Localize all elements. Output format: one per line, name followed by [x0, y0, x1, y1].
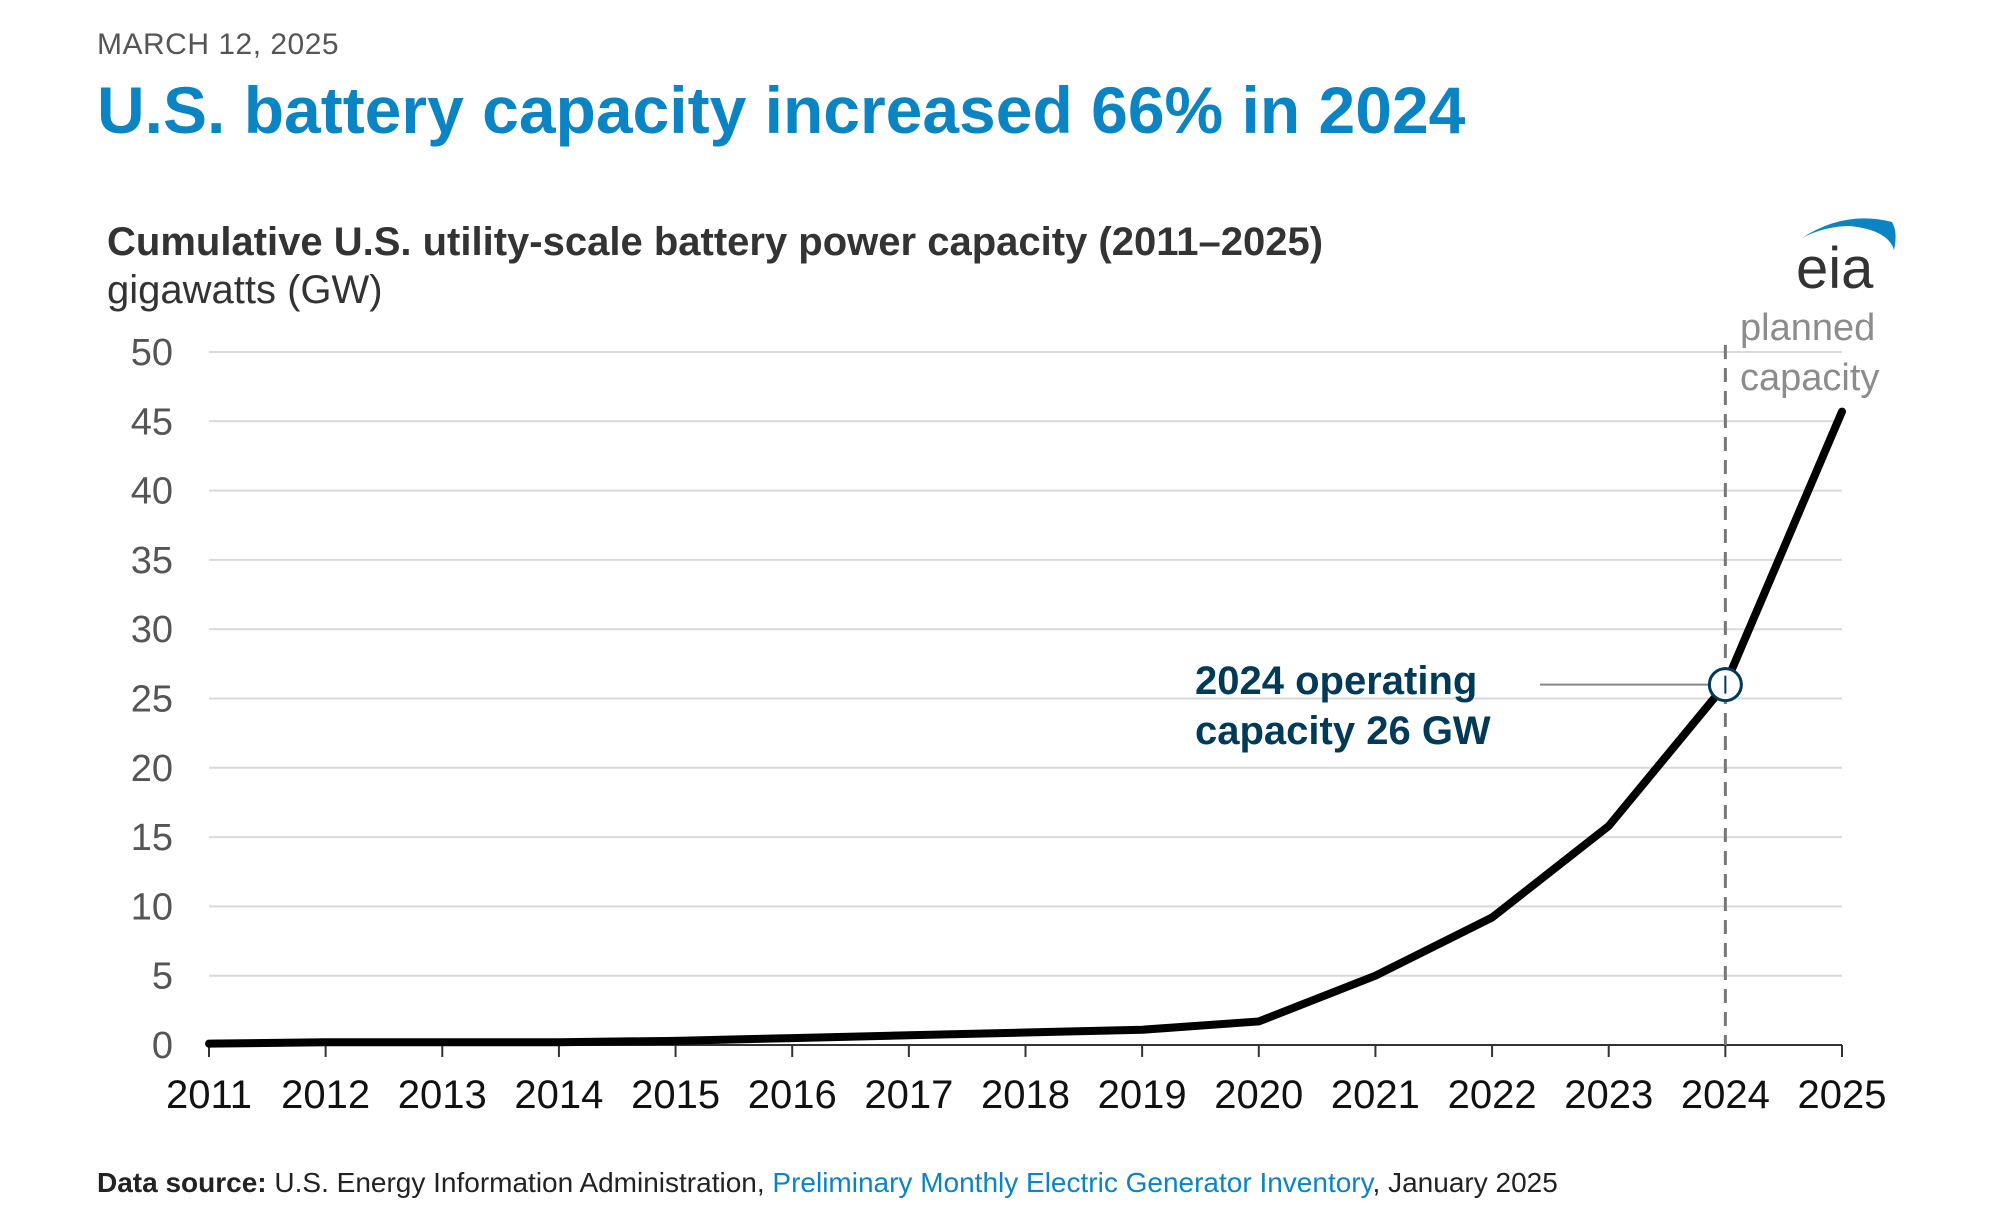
y-tick-label: 5: [152, 956, 173, 998]
x-tick-label: 2018: [981, 1073, 1070, 1117]
data-point: [1489, 914, 1496, 921]
data-point: [206, 1040, 212, 1047]
x-tick-label: 2014: [514, 1073, 603, 1117]
y-tick-label: 40: [131, 471, 173, 513]
page-title: U.S. battery capacity increased 66% in 2…: [97, 73, 1466, 147]
data-point: [1255, 1018, 1262, 1025]
y-tick-label: 25: [131, 679, 173, 721]
logo-text: eia: [1796, 236, 1874, 292]
y-tick-label: 50: [131, 332, 173, 374]
data-point: [1372, 972, 1379, 979]
x-tick-label: 2016: [748, 1073, 837, 1117]
planned-label: capacity: [1740, 357, 1879, 399]
x-tick-label: 2023: [1564, 1073, 1653, 1117]
x-tick-label: 2025: [1798, 1073, 1887, 1117]
x-tick-label: 2024: [1681, 1073, 1770, 1117]
x-tick-label: 2019: [1098, 1073, 1187, 1117]
data-point: [1139, 1026, 1146, 1033]
eia-logo-icon: eia: [1796, 218, 1896, 292]
data-point: [789, 1035, 796, 1042]
y-axis-unit-label: gigawatts (GW): [107, 268, 383, 312]
x-tick-label: 2012: [281, 1073, 370, 1117]
source-link[interactable]: Preliminary Monthly Electric Generator I…: [772, 1167, 1373, 1198]
x-tick-label: 2020: [1214, 1073, 1303, 1117]
data-point: [555, 1039, 562, 1046]
y-tick-label: 20: [131, 748, 173, 790]
y-tick-label: 0: [152, 1025, 173, 1067]
data-point: [905, 1032, 912, 1039]
y-tick-label: 35: [131, 540, 173, 582]
data-source-note: Data source: U.S. Energy Information Adm…: [97, 1167, 1558, 1199]
data-point: [1605, 823, 1612, 830]
x-tick-label: 2017: [864, 1073, 953, 1117]
annotation-label: 2024 operating: [1195, 659, 1477, 703]
annotation-label: capacity 26 GW: [1195, 709, 1491, 753]
y-tick-label: 15: [131, 817, 173, 859]
x-tick-label: 2022: [1448, 1073, 1537, 1117]
x-tick-label: 2015: [631, 1073, 720, 1117]
source-date: , January 2025: [1372, 1167, 1558, 1198]
y-tick-label: 10: [131, 886, 173, 928]
data-point: [322, 1039, 329, 1046]
series-line: [205, 407, 1846, 1048]
data-point: [1839, 408, 1845, 415]
data-point: [672, 1037, 679, 1044]
source-label: Data source:: [97, 1167, 267, 1198]
date-label: MARCH 12, 2025: [97, 28, 340, 61]
x-tick-label: 2011: [166, 1073, 252, 1117]
planned-label: planned: [1740, 307, 1875, 349]
x-tick-label: 2013: [398, 1073, 487, 1117]
y-tick-label: 30: [131, 609, 173, 651]
chart-title: Cumulative U.S. utility-scale battery po…: [107, 220, 1324, 264]
x-tick-label: 2021: [1331, 1073, 1420, 1117]
data-point: [439, 1039, 446, 1046]
source-text: U.S. Energy Information Administration,: [266, 1167, 773, 1198]
y-tick-label: 45: [131, 401, 173, 443]
data-point: [1022, 1029, 1029, 1036]
